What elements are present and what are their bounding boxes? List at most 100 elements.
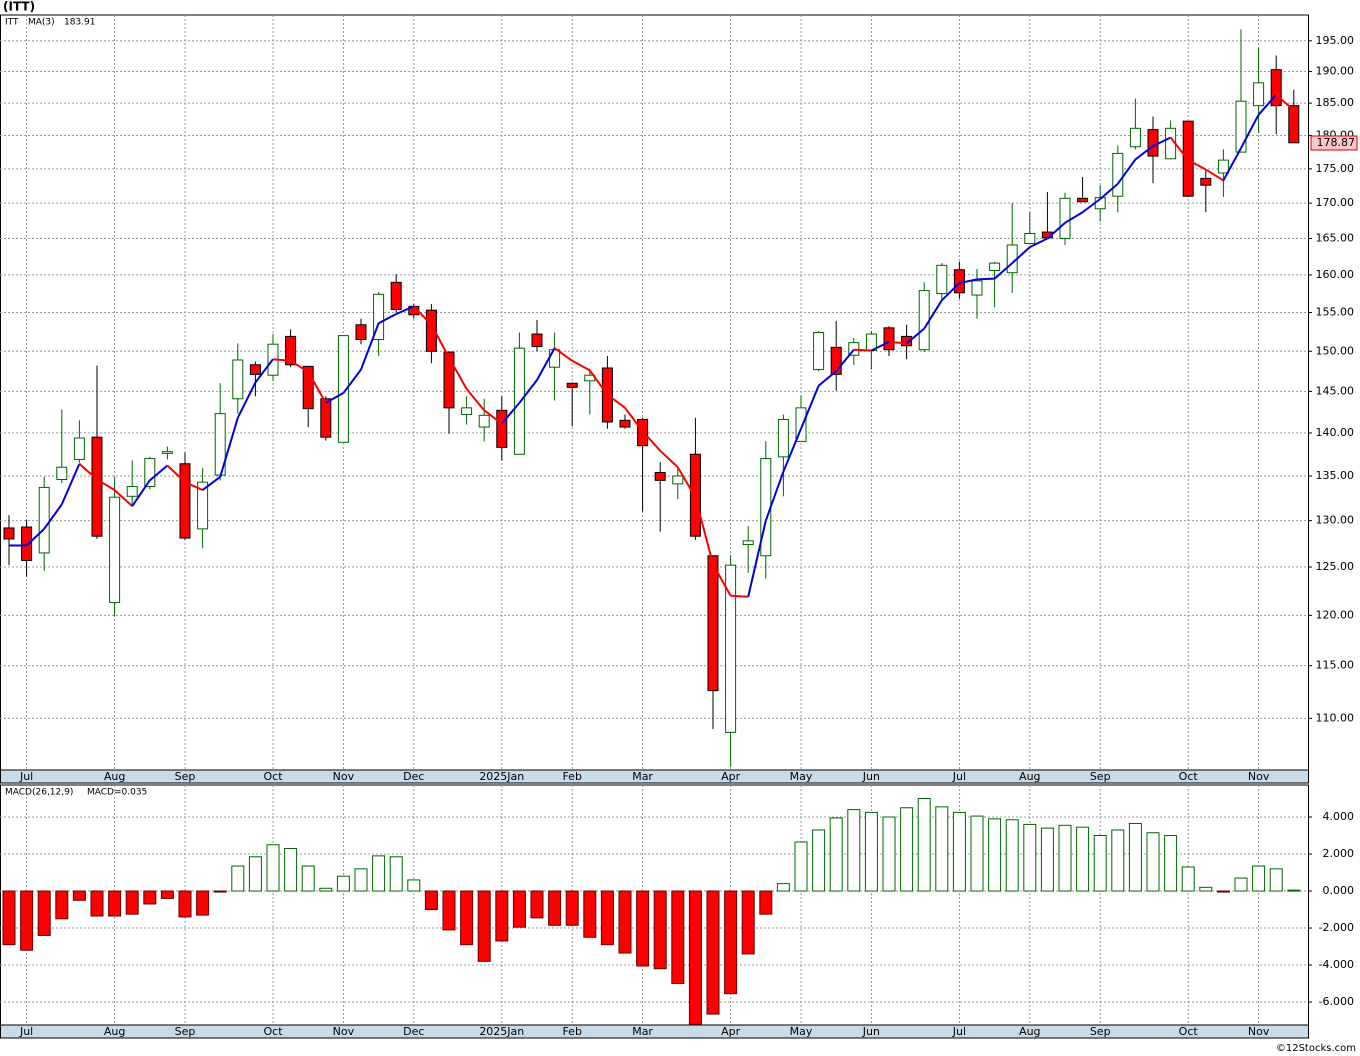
- macd-bar: [671, 890, 685, 985]
- macd-bar: [724, 890, 738, 995]
- ma-segment: [1240, 114, 1260, 149]
- candle-body: [161, 451, 173, 454]
- macd-bar: [970, 815, 984, 892]
- ma-segment: [1187, 159, 1207, 171]
- macd-bar: [1005, 819, 1019, 892]
- x-tick-label: Sep: [1090, 1025, 1111, 1038]
- ma-segment: [1046, 222, 1066, 240]
- y-tick-label: 195.00: [1316, 34, 1355, 47]
- candle-body: [513, 347, 525, 455]
- candle-body: [1288, 105, 1300, 144]
- x-tick-label: Mar: [632, 1025, 653, 1038]
- ma-segment: [78, 463, 98, 481]
- candle-body: [1235, 100, 1247, 153]
- ma-segment: [1169, 136, 1189, 161]
- ma-segment: [1134, 145, 1154, 161]
- candle-body: [373, 293, 385, 341]
- macd-bar: [301, 865, 315, 892]
- candle-body: [1253, 82, 1265, 107]
- y-tick-label: 135.00: [1316, 469, 1355, 482]
- x-tick-label: Sep: [175, 1025, 196, 1038]
- y-tick-label: 175.00: [1316, 162, 1355, 175]
- candle-body: [725, 564, 737, 733]
- month-strip: [0, 1024, 1309, 1039]
- ma-segment: [395, 305, 415, 315]
- candle-body: [1270, 69, 1282, 107]
- macd-bar: [741, 890, 755, 955]
- x-tick-label: Sep: [175, 770, 196, 783]
- candle-body: [1077, 197, 1089, 203]
- x-tick-label: Nov: [333, 770, 355, 783]
- candle-body: [496, 409, 508, 448]
- ma-segment: [1205, 168, 1224, 182]
- macd-bar: [600, 890, 614, 946]
- candle-body: [21, 526, 33, 561]
- ma-segment: [923, 299, 943, 330]
- y-tick-label: 115.00: [1316, 659, 1355, 672]
- ma-segment: [254, 358, 274, 384]
- x-tick-label: Oct: [263, 1025, 283, 1038]
- macd-bar: [512, 890, 526, 928]
- macd-bar: [284, 847, 298, 892]
- macd-bar: [143, 890, 157, 905]
- macd-bar: [1076, 826, 1090, 892]
- candle-body: [883, 327, 895, 351]
- ma-segment: [236, 382, 257, 419]
- candle-body: [760, 458, 772, 557]
- y-tick-label: 4.000: [1323, 810, 1355, 823]
- ma-segment: [272, 358, 291, 362]
- ma-segment: [554, 347, 573, 362]
- macd-bar: [90, 890, 104, 917]
- x-tick-label: Aug: [1019, 1025, 1040, 1038]
- ma-segment: [113, 489, 133, 507]
- macd-bar: [882, 816, 896, 892]
- candle-body: [232, 359, 244, 400]
- candle-body: [989, 262, 1001, 271]
- macd-bar: [1199, 886, 1213, 892]
- ma-segment: [60, 463, 81, 505]
- macd-bar: [1093, 835, 1107, 892]
- ma-value: 183.91: [64, 18, 96, 28]
- y-tick-label: 120.00: [1316, 608, 1355, 621]
- macd-value: MACD=0.035: [87, 788, 147, 798]
- last-price-tag: [1310, 135, 1358, 151]
- macd-bar: [72, 890, 86, 901]
- macd-bar: [917, 798, 931, 892]
- y-tick-label: 150.00: [1316, 344, 1355, 357]
- ma-segment: [694, 496, 714, 565]
- ma-segment: [1099, 183, 1119, 200]
- ma-segment: [1152, 136, 1172, 147]
- macd-bar: [706, 890, 720, 1015]
- macd-bar: [653, 890, 667, 970]
- macd-bar: [1040, 827, 1054, 892]
- candle-body: [901, 335, 913, 347]
- candle-body: [425, 309, 437, 352]
- candle-body: [302, 365, 314, 410]
- macd-bar: [794, 841, 808, 892]
- ma-segment: [624, 407, 644, 432]
- x-tick-label: Nov: [1248, 770, 1270, 783]
- ma-segment: [606, 393, 626, 409]
- ma-segment: [43, 503, 63, 530]
- macd-bar: [407, 879, 421, 892]
- macd-bar: [618, 890, 632, 954]
- ma-segment: [342, 368, 362, 394]
- macd-bar: [336, 875, 350, 892]
- candle-body: [144, 458, 156, 488]
- ma-segment: [905, 327, 925, 345]
- ma-segment: [588, 369, 609, 396]
- ma-segment: [448, 357, 468, 390]
- macd-bar: [1058, 824, 1072, 892]
- y-tick-label: -2.000: [1319, 921, 1354, 934]
- macd-bar: [1128, 822, 1142, 892]
- candle-body: [285, 335, 297, 366]
- candle-body: [1147, 129, 1159, 157]
- x-tick-label: Jun: [862, 770, 880, 783]
- y-tick-label: 125.00: [1316, 560, 1355, 573]
- candle-body: [830, 346, 842, 375]
- macd-bar: [55, 890, 69, 920]
- footer: ©12Stocks.com: [1276, 1043, 1356, 1054]
- macd-bar: [20, 890, 34, 951]
- macd-bar: [1111, 829, 1125, 892]
- candle-body: [813, 332, 825, 371]
